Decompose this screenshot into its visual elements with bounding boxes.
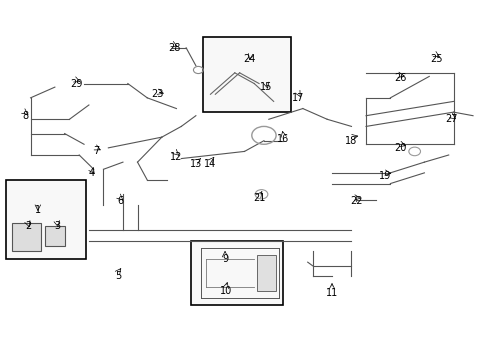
Text: 15: 15 [260,82,272,92]
Text: 16: 16 [277,134,289,144]
Text: 29: 29 [70,78,83,89]
Text: 8: 8 [22,111,29,121]
Bar [256,255,276,291]
Text: 12: 12 [170,152,182,162]
Text: 7: 7 [93,147,99,157]
Text: 28: 28 [167,43,180,53]
Text: 3: 3 [54,221,60,231]
Text: 13: 13 [189,159,202,169]
Text: 14: 14 [204,159,216,169]
Text: 24: 24 [243,54,255,64]
Text: 11: 11 [325,288,338,297]
Bar [6,180,86,258]
Text: 23: 23 [150,89,163,99]
Text: 17: 17 [291,93,304,103]
Text: 1: 1 [35,205,41,215]
Bar [191,241,283,305]
Text: 27: 27 [444,114,456,124]
Text: 19: 19 [379,171,391,181]
Text: 4: 4 [88,168,94,178]
Text: 18: 18 [345,136,357,146]
Bar [203,37,290,112]
Text: 5: 5 [115,271,121,282]
Text: 25: 25 [429,54,442,64]
Text: 2: 2 [25,221,31,231]
Text: 21: 21 [252,193,264,203]
Text: 6: 6 [117,197,123,206]
Text: 26: 26 [393,73,406,83]
Bar [12,223,41,251]
Text: 22: 22 [349,197,362,206]
Bar [45,226,64,246]
Text: 20: 20 [393,143,406,153]
Text: 10: 10 [220,286,232,296]
Text: 9: 9 [222,253,227,264]
